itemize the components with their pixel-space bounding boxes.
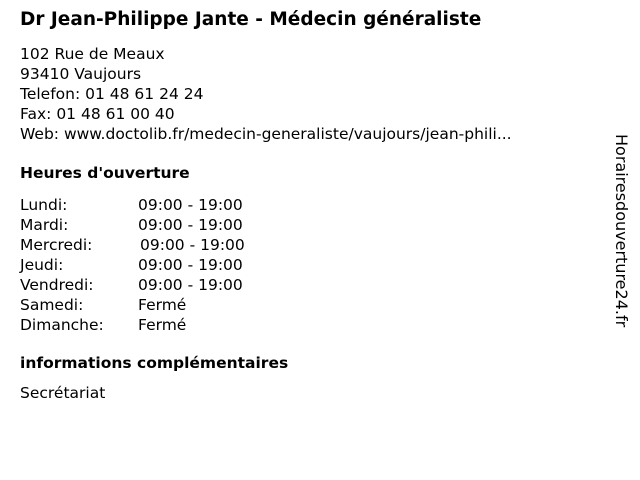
time: 09:00 - 19:00 — [138, 256, 243, 274]
hours-row: Mercredi: 09:00 - 19:00 — [20, 235, 245, 255]
time: 09:00 - 19:00 — [140, 236, 245, 254]
time: Fermé — [138, 316, 187, 334]
city: 93410 Vaujours — [20, 65, 142, 83]
time: 09:00 - 19:00 — [138, 216, 243, 234]
day: Dimanche: — [20, 316, 104, 334]
hours-row: Lundi: 09:00 - 19:00 — [20, 195, 245, 215]
page-title: Dr Jean-Philippe Jante - Médecin général… — [20, 9, 482, 30]
fax: Fax: 01 48 61 00 40 — [20, 105, 175, 123]
day: Samedi: — [20, 296, 84, 314]
time: 09:00 - 19:00 — [138, 196, 243, 214]
hours-row: Jeudi: 09:00 - 19:00 — [20, 255, 245, 275]
hours-row: Dimanche: Fermé — [20, 315, 245, 335]
day: Vendredi: — [20, 276, 94, 294]
watermark: Horairesdouverture24.fr — [612, 134, 631, 328]
day: Jeudi: — [20, 256, 64, 274]
hours-heading: Heures d'ouverture — [20, 164, 190, 182]
street: 102 Rue de Meaux — [20, 45, 165, 63]
website-link[interactable]: Web: www.doctolib.fr/medecin-generaliste… — [20, 125, 512, 143]
address-block: 102 Rue de Meaux 93410 Vaujours Telefon:… — [20, 44, 512, 144]
time: Fermé — [138, 296, 187, 314]
phone: Telefon: 01 48 61 24 24 — [20, 85, 204, 103]
day: Lundi: — [20, 196, 68, 214]
day: Mercredi: — [20, 236, 93, 254]
hours-table: Lundi: 09:00 - 19:00 Mardi: 09:00 - 19:00 … — [20, 195, 245, 335]
hours-row: Samedi: Fermé — [20, 295, 245, 315]
hours-row: Mardi: 09:00 - 19:00 — [20, 215, 245, 235]
day: Mardi: — [20, 216, 69, 234]
hours-row: Vendredi: 09:00 - 19:00 — [20, 275, 245, 295]
time: 09:00 - 19:00 — [138, 276, 243, 294]
extra-heading: informations complémentaires — [20, 354, 289, 372]
extra-info: Secrétariat — [20, 384, 106, 402]
